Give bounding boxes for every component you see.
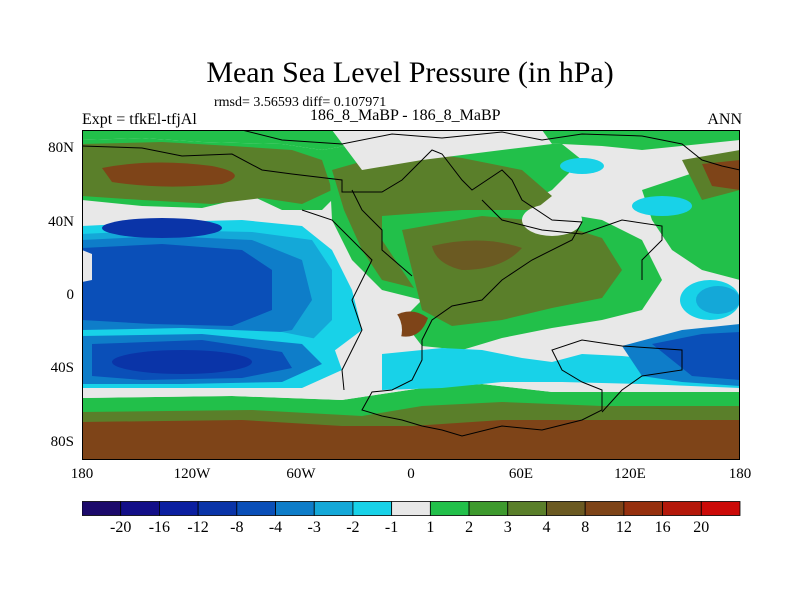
cases-label: 186_8_MaBP - 186_8_MaBP — [310, 107, 501, 124]
lon-label-180-west: 180 — [70, 466, 94, 482]
season-label: ANN — [707, 111, 742, 128]
colorbar-swatch — [391, 501, 431, 516]
eurasia-brown — [432, 240, 522, 270]
lat-label-40N: 40N — [48, 214, 74, 230]
colorbar-swatch — [429, 501, 470, 516]
colorbar-label: -12 — [187, 519, 209, 536]
colorbar-swatch — [623, 501, 663, 516]
stats-text: rmsd= 3.56593 diff= 0.107971 — [214, 95, 387, 110]
lat-label-80S: 80S — [50, 434, 74, 450]
equatorial-atlantic-cyan — [332, 300, 362, 340]
colorbar-label: 20 — [693, 519, 710, 536]
colorbar-label: -20 — [110, 519, 132, 536]
colorbar-label: 1 — [426, 519, 435, 536]
experiment-label: Expt = tfkEl-tfjAl — [82, 111, 197, 128]
colorbar-label: 12 — [615, 519, 632, 536]
lon-label-120E: 120E — [614, 466, 646, 482]
colorbar-swatch — [197, 501, 238, 516]
colorbar-label: 4 — [542, 519, 551, 536]
colorbar-swatch — [159, 501, 199, 516]
colorbar-label: -4 — [268, 519, 283, 536]
lat-label-80N: 80N — [48, 140, 74, 156]
central-asia-cyan-patch — [632, 196, 692, 216]
colorbar-label: 2 — [465, 519, 474, 536]
pressure-difference-map — [82, 130, 740, 460]
south-pacific-core — [112, 350, 252, 374]
colorbar-swatch — [468, 501, 509, 516]
south-indian-deepblue — [652, 332, 740, 380]
colorbar-label: 8 — [581, 519, 590, 536]
colorbar-swatch — [546, 501, 586, 516]
pacific-west-edge-white — [82, 250, 92, 282]
colorbar-swatch — [662, 501, 702, 516]
arctic-white-patch — [332, 130, 552, 170]
colorbar-label: -1 — [384, 519, 399, 536]
colorbar-label: -16 — [148, 519, 171, 536]
colorbar-swatch — [236, 501, 276, 516]
lon-label-60W: 60W — [286, 466, 316, 482]
colorbar-swatch — [507, 501, 547, 516]
lon-label-120W: 120W — [173, 466, 211, 482]
lon-label-60E: 60E — [508, 466, 534, 482]
africa-brown — [394, 311, 428, 337]
colorbar-label: -3 — [307, 519, 321, 536]
map-frame — [82, 130, 740, 460]
northern-pacific-brown — [102, 162, 235, 187]
colorbar-swatch — [82, 501, 122, 516]
east-pacific-lightblue — [696, 286, 740, 314]
plot-title: Mean Sea Level Pressure (in hPa) — [206, 56, 614, 89]
colorbar — [82, 501, 741, 516]
colorbar-swatch — [120, 501, 160, 516]
coastline — [82, 130, 740, 437]
colorbar-swatch — [352, 501, 393, 516]
colorbar-swatch — [275, 501, 315, 516]
colorbar-swatch — [313, 501, 354, 516]
southern-ocean-band-brown — [82, 420, 740, 460]
colorbar-label: 3 — [503, 519, 512, 536]
lat-label-0: 0 — [66, 287, 75, 303]
colorbar-swatch — [584, 501, 625, 516]
africa-white-patch — [362, 306, 402, 354]
north-pacific-deepblue — [82, 244, 272, 326]
lon-label-0: 0 — [407, 466, 415, 482]
colorbar-label: 16 — [654, 519, 671, 536]
colorbar-swatch — [700, 501, 741, 516]
lon-label-180-east: 180 — [728, 466, 752, 482]
lat-label-40S: 40S — [50, 360, 74, 376]
colorbar-label: -2 — [346, 519, 360, 536]
colorbar-label: -8 — [230, 519, 244, 536]
arctic-cyan-patch — [560, 158, 604, 174]
north-pacific-core — [102, 218, 222, 238]
